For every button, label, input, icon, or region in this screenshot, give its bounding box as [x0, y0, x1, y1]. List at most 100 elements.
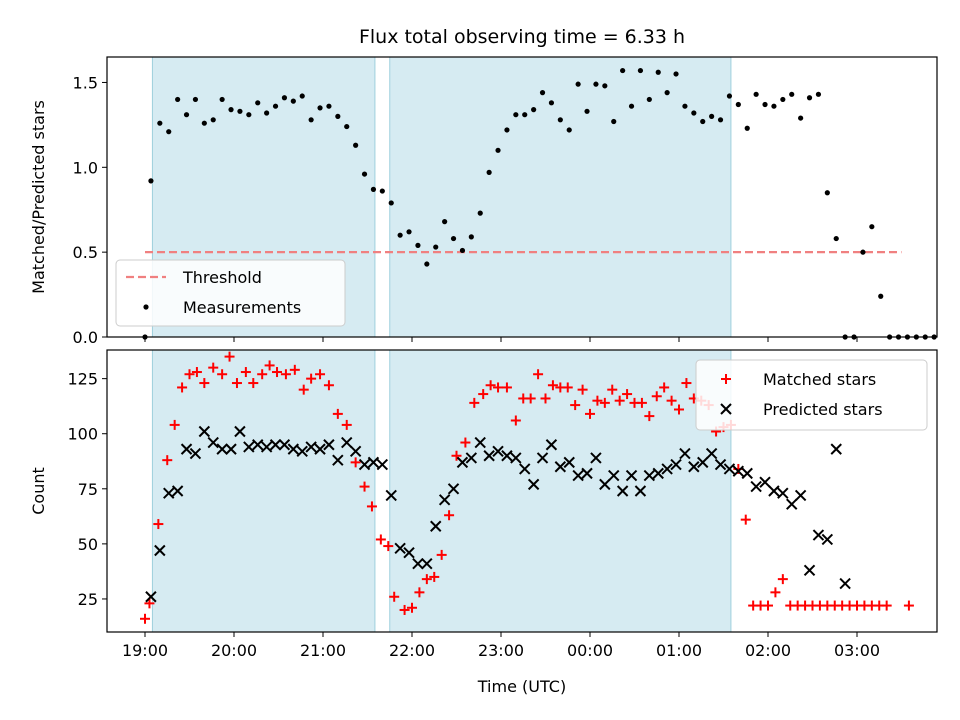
- matched-stars-point: [460, 437, 471, 448]
- matched-stars-point: [903, 600, 914, 611]
- measurement-point: [566, 127, 572, 133]
- predicted-stars-point: [679, 447, 691, 460]
- x-marker-b: [243, 441, 255, 453]
- matched-stars-point: [414, 587, 425, 598]
- measurement-point: [272, 103, 279, 109]
- predicted-stars-point: [483, 450, 495, 462]
- x-marker-b: [670, 458, 682, 471]
- measurement-point: [744, 125, 750, 131]
- matched-stars-point: [540, 393, 551, 404]
- measurement-point: [175, 96, 181, 103]
- predicted-stars-point: [171, 485, 184, 497]
- observing-interval-shade: [389, 56, 732, 338]
- matched-stars-point: [636, 397, 647, 408]
- measurement-point: [192, 96, 199, 103]
- legend-box: [695, 359, 928, 431]
- measurement-point: [299, 93, 305, 99]
- matched-stars-point: [199, 378, 210, 389]
- predicted-stars-point: [305, 441, 317, 453]
- measurement-point: [522, 112, 528, 118]
- measurement-point: [726, 93, 733, 99]
- matched-stars-point: [469, 397, 480, 408]
- matched-stars-point: [451, 450, 462, 461]
- predicted-stars-point: [705, 447, 718, 460]
- x-marker-b: [723, 463, 736, 475]
- matched-stars-point: [444, 510, 455, 521]
- y-tick-label: 50: [78, 535, 98, 554]
- matched-stars-point: [599, 397, 610, 408]
- predicted-stars-point: [661, 463, 673, 475]
- x-marker-b: [536, 452, 549, 464]
- matched-stars-point: [359, 481, 370, 492]
- matched-stars-point: [272, 367, 283, 378]
- predicted-stars-point: [403, 546, 415, 559]
- x-marker-b: [207, 436, 219, 449]
- x-tick-label: 01:00: [656, 641, 702, 660]
- predicted-stars-point: [341, 436, 353, 449]
- x-marker-b: [554, 461, 567, 473]
- measurement-point: [513, 112, 519, 118]
- x-marker-b: [180, 443, 193, 455]
- x-marker-b: [403, 546, 415, 559]
- measurement-point: [806, 95, 813, 101]
- x-marker-b: [367, 456, 380, 469]
- x-marker-b: [447, 483, 460, 495]
- x-marker-b: [510, 452, 522, 464]
- measurement-point: [290, 98, 296, 104]
- matched-stars-point: [881, 600, 892, 611]
- predicted-stars-point: [732, 465, 745, 477]
- predicted-stars-point: [554, 461, 567, 473]
- measurement-point: [824, 190, 830, 196]
- predicted-stars-point: [367, 456, 380, 469]
- measurement-point: [450, 235, 457, 242]
- measurement-point: [593, 81, 599, 87]
- measurement-point: [655, 69, 661, 75]
- matched-stars-point: [289, 364, 300, 375]
- matched-stars-point: [407, 602, 417, 613]
- matched-stars-point: [323, 380, 334, 391]
- matched-stars-point: [217, 369, 228, 380]
- matched-stars-point: [777, 574, 788, 585]
- matched-stars-point: [375, 534, 386, 545]
- matched-stars-point: [298, 384, 309, 395]
- top-legend: Threshold Measurements: [115, 259, 346, 327]
- predicted-stars-point: [608, 469, 620, 482]
- x-marker-b: [839, 577, 851, 590]
- matched-stars-point: [763, 600, 773, 611]
- matched-stars-point: [341, 419, 352, 430]
- measurement-point: [771, 103, 777, 109]
- matched-stars-point: [562, 382, 573, 393]
- measurement-point: [664, 90, 670, 96]
- measurement-point: [700, 118, 706, 125]
- predicted-stars-point: [803, 564, 816, 577]
- measurement-point: [335, 113, 341, 119]
- measurement-point: [326, 103, 332, 109]
- x-marker-b: [412, 557, 424, 570]
- predicted-stars-point: [812, 529, 825, 541]
- measurement-point: [157, 120, 163, 126]
- x-marker-b: [759, 476, 771, 488]
- legend-threshold-label: Threshold: [182, 268, 262, 287]
- measurement-point: [646, 96, 652, 103]
- y-tick-label: 125: [67, 370, 98, 389]
- measurement-point: [557, 117, 563, 123]
- y-tick-label: 25: [78, 590, 98, 609]
- matched-stars-point: [651, 391, 662, 402]
- measurement-point: [183, 112, 190, 118]
- matched-stars-point: [306, 373, 317, 384]
- matched-stars-point: [240, 367, 251, 378]
- predicted-stars-point: [278, 439, 291, 451]
- predicted-stars-point: [625, 469, 638, 482]
- matched-stars-point: [770, 587, 781, 598]
- matched-stars-point: [485, 380, 496, 391]
- measurement-point: [415, 242, 421, 248]
- measurement-point: [370, 186, 377, 192]
- measurement-point: [833, 235, 839, 242]
- matched-stars-point: [644, 411, 655, 422]
- measurement-point: [869, 224, 875, 230]
- x-marker-b: [465, 452, 478, 464]
- x-marker-b: [768, 485, 780, 497]
- y-tick-label: 0.5: [73, 243, 98, 262]
- x-marker-b: [643, 469, 656, 482]
- matched-stars-point: [257, 369, 268, 380]
